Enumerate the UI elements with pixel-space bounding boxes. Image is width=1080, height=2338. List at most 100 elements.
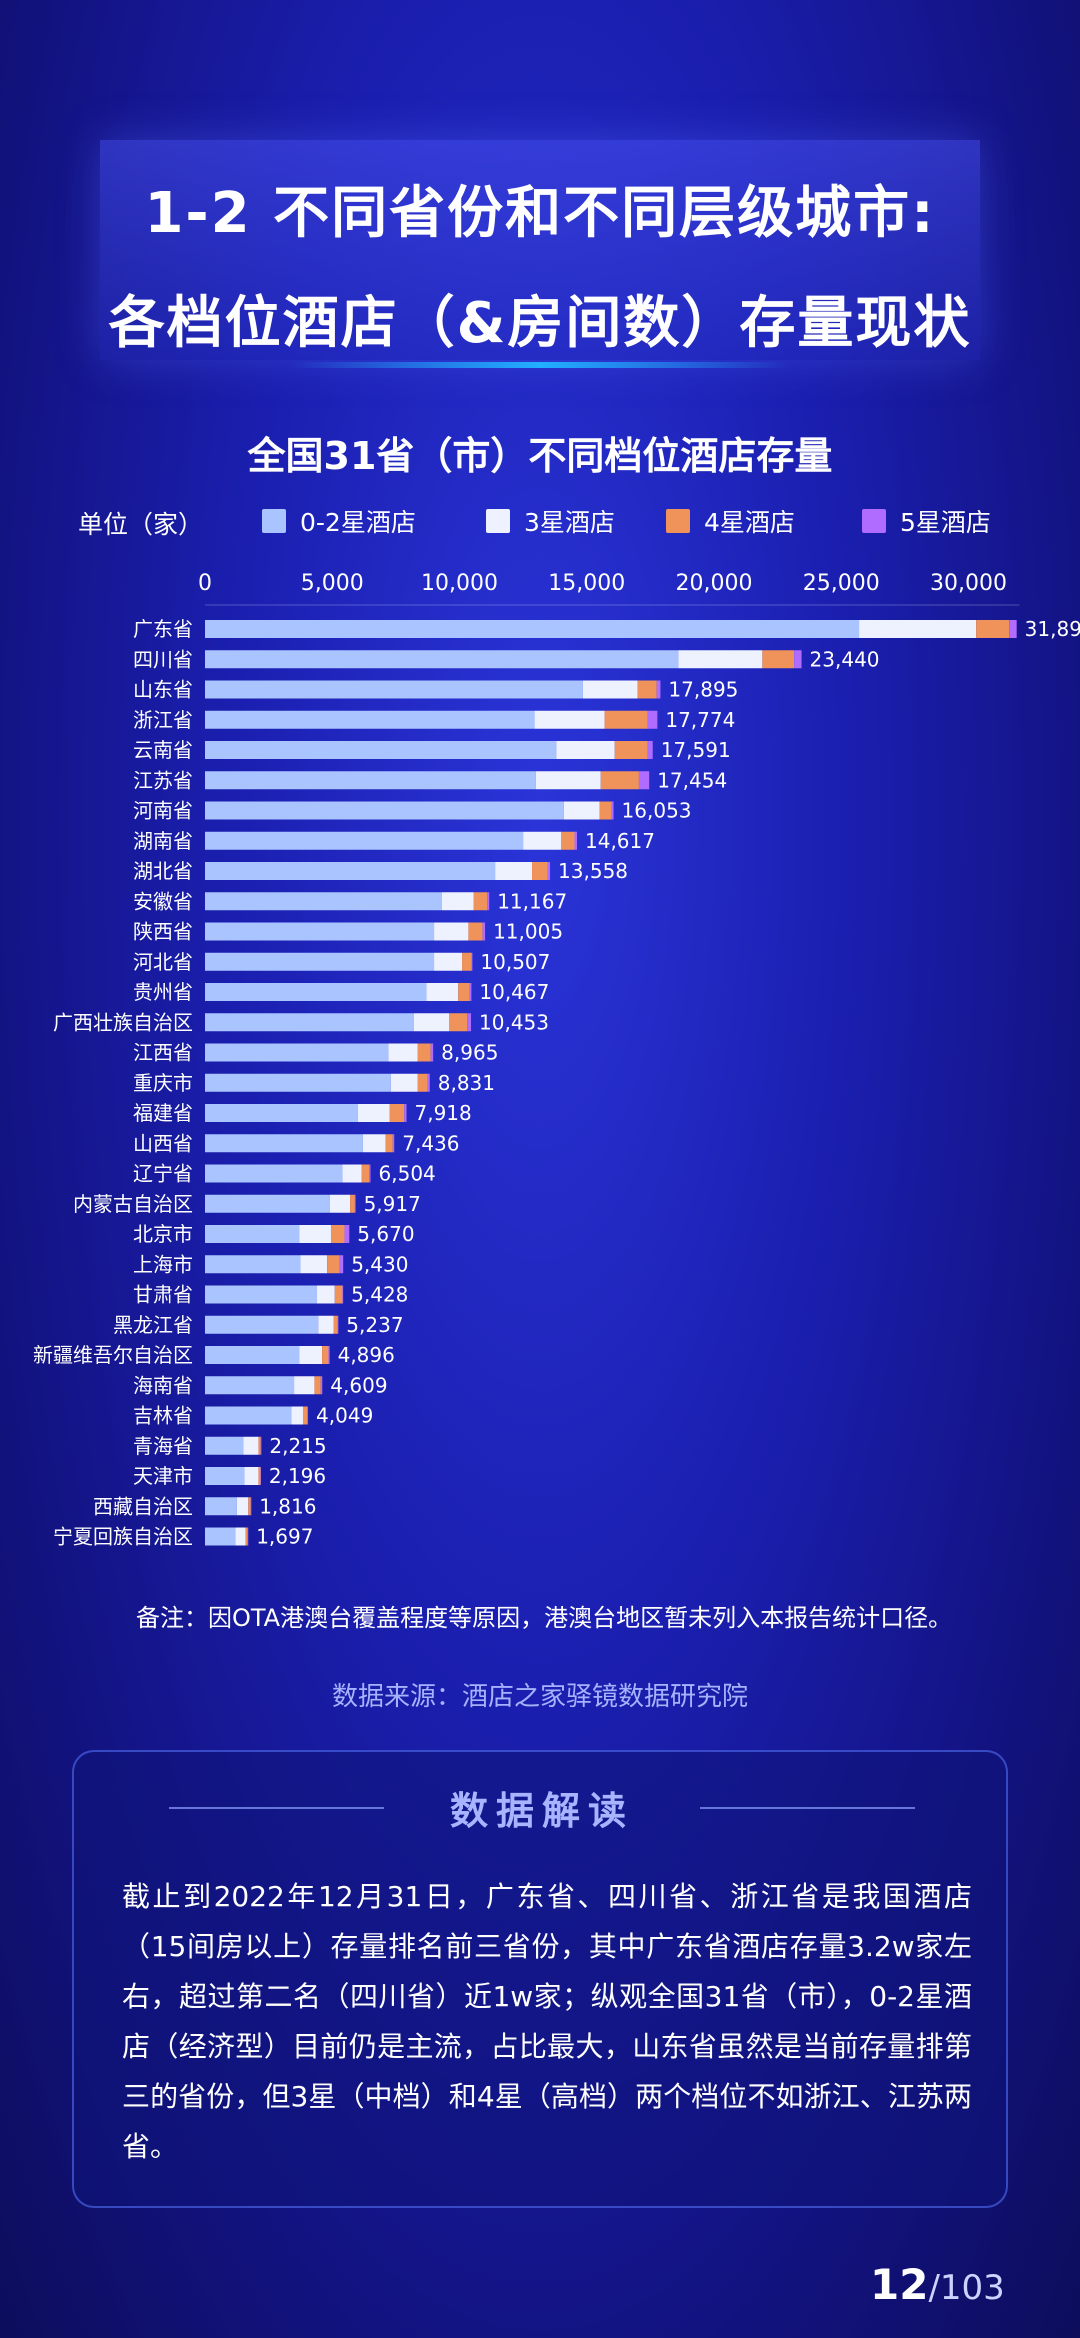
total-label: 1,816: [259, 1494, 316, 1518]
page-total: /103: [928, 2268, 1005, 2308]
bar-segment-2: [534, 710, 605, 729]
title-underline: [290, 362, 790, 368]
legend-swatch-4star: [666, 509, 690, 533]
bar-segment-3: [389, 1104, 405, 1122]
total-label: 11,167: [497, 889, 567, 913]
category-label: 江苏省: [133, 768, 193, 792]
category-label: 西藏自治区: [93, 1494, 193, 1518]
total-label: 4,609: [330, 1373, 387, 1397]
panel-title: 数据解读: [449, 1789, 634, 1833]
page-number: 12/103: [870, 2260, 1005, 2309]
legend-item-economy: 0-2星酒店: [262, 503, 416, 539]
bar-segment-1: [205, 620, 860, 638]
category-label: 贵州省: [133, 980, 193, 1004]
bar-segment-3: [604, 710, 648, 729]
bar-segment-2: [388, 1043, 418, 1062]
bar-segment-4: [794, 650, 802, 669]
interpretation-panel: 数据解读 截止到2022年12月31日，广东省、四川省、浙江省是我国酒店（15间…: [72, 1750, 1008, 2208]
category-label: 河北省: [133, 950, 193, 974]
bar-segment-4: [467, 1013, 472, 1032]
bar-segment-2: [495, 862, 533, 880]
category-label: 吉林省: [133, 1404, 193, 1428]
category-label: 广东省: [133, 617, 193, 641]
total-label: 5,917: [364, 1192, 421, 1216]
bar-segment-4: [260, 1467, 261, 1485]
legend-item-4star: 4星酒店: [666, 503, 795, 539]
bar-segment-4: [342, 1285, 344, 1304]
bar-segment-1: [205, 771, 536, 790]
category-label: 天津市: [133, 1464, 193, 1488]
bar-segment-2: [556, 741, 615, 759]
total-label: 2,196: [269, 1464, 326, 1488]
bar-segment-2: [299, 1225, 331, 1243]
bar-segment-1: [205, 922, 435, 941]
bar-segment-1: [205, 1346, 300, 1364]
total-label: 6,504: [379, 1162, 436, 1186]
bar-segment-3: [361, 1164, 370, 1183]
bar-segment-2: [859, 620, 977, 638]
bar-segment-4: [250, 1497, 252, 1516]
category-label: 宁夏回族自治区: [53, 1525, 193, 1549]
total-label: 31,893: [1025, 617, 1080, 641]
category-label: 山西省: [133, 1131, 193, 1155]
bar-segment-3: [245, 1527, 248, 1546]
bar-segment-2: [362, 1134, 386, 1153]
legend-swatch-5star: [862, 509, 886, 533]
bar-segment-4: [430, 1043, 434, 1062]
bar-segment-4: [611, 801, 614, 820]
total-label: 16,053: [622, 799, 692, 823]
bar-segment-4: [337, 1315, 339, 1334]
category-label: 内蒙古自治区: [73, 1192, 193, 1216]
bar-segment-1: [205, 650, 679, 669]
bar-segment-1: [205, 892, 442, 911]
bar-segment-2: [678, 650, 763, 669]
total-label: 10,453: [479, 1010, 549, 1034]
bar-segment-3: [449, 1013, 468, 1032]
bar-segment-1: [205, 1376, 295, 1395]
total-label: 10,507: [480, 950, 550, 974]
stacked-bar-chart: 0 5,000 10,000 15,000 20,000 25,000 30,000 广东省 3…: [33, 571, 1080, 1549]
bar-segment-2: [235, 1527, 246, 1546]
bar-segment-2: [316, 1285, 335, 1304]
legend-label-5star: 5星酒店: [900, 508, 991, 537]
page-title-line2: 各档位酒店（&房间数）存量现状: [108, 291, 972, 356]
bar-segment-1: [205, 1134, 363, 1153]
category-label: 上海市: [133, 1252, 193, 1276]
data-source: 数据来源：酒店之家驿镜数据研究院: [331, 1682, 748, 1712]
panel-divider-right: [700, 1807, 915, 1809]
x-tick-label: 0: [198, 571, 212, 596]
panel-divider-left: [169, 1807, 384, 1809]
panel-text: 截止到2022年12月31日，广东省、四川省、浙江省是我国酒店（15间房以上）存…: [122, 1880, 972, 2163]
bar-segment-4: [1009, 620, 1017, 638]
total-label: 5,237: [346, 1313, 403, 1337]
bar-segment-1: [205, 1436, 244, 1455]
bar-segment-3: [248, 1497, 251, 1516]
total-label: 5,428: [351, 1283, 408, 1307]
legend-item-5star: 5星酒店: [862, 503, 991, 539]
bar-segment-1: [205, 831, 524, 850]
bar-segment-3: [327, 1255, 340, 1274]
x-tick-label: 10,000: [421, 571, 498, 596]
bar-segment-3: [314, 1376, 321, 1395]
bar-segment-1: [205, 1527, 236, 1546]
category-label: 重庆市: [133, 1071, 193, 1095]
legend-item-3star: 3星酒店: [486, 503, 615, 539]
total-label: 10,467: [479, 980, 549, 1004]
bar-segment-2: [390, 1073, 418, 1092]
bar-segment-2: [243, 1436, 259, 1455]
bar-segment-2: [300, 1255, 328, 1274]
bar-segment-4: [328, 1346, 330, 1364]
bar-segment-2: [244, 1467, 259, 1485]
bar-segment-4: [647, 710, 658, 729]
bar-segment-1: [205, 741, 557, 759]
total-label: 17,591: [661, 738, 731, 762]
bar-segment-1: [205, 680, 583, 699]
bar-segment-4: [656, 680, 661, 699]
bar-segment-2: [413, 1013, 450, 1032]
footnote: 备注：因OTA港澳台覆盖程度等原因，港澳台地区暂未列入本报告统计口径。: [136, 1604, 953, 1632]
bar-segment-2: [563, 801, 600, 820]
bar-segment-2: [434, 952, 463, 971]
category-label: 湖南省: [133, 829, 193, 853]
bar-segment-1: [205, 862, 496, 880]
bar-segment-2: [299, 1346, 323, 1364]
